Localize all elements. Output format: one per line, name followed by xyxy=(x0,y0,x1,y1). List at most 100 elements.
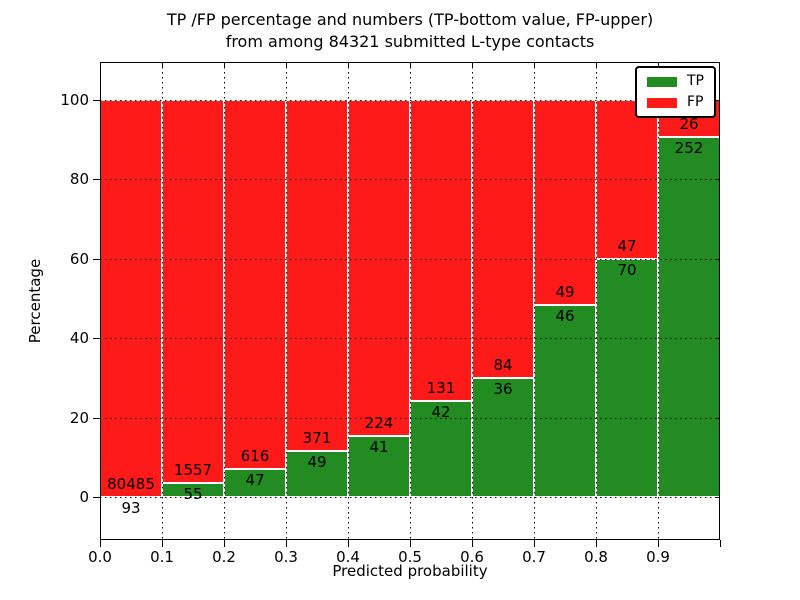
y-tick-label: 20 xyxy=(69,408,89,427)
legend-label-tp: TP xyxy=(687,73,704,89)
y-axis-tick-inner xyxy=(715,417,720,419)
y-axis-tick-inner xyxy=(715,100,720,101)
x-axis-tick xyxy=(472,540,473,547)
bar-segment-tp xyxy=(596,259,658,497)
legend-label-fp: FP xyxy=(687,94,704,110)
tp-count-label: 93 xyxy=(121,498,141,517)
vertical-gridline xyxy=(596,62,597,540)
x-tick-label: 0.3 xyxy=(274,548,298,566)
y-axis-label: Percentage xyxy=(26,258,44,344)
vertical-gridline xyxy=(534,62,535,540)
bar-segment-tp xyxy=(658,137,720,497)
tp-count-label: 70 xyxy=(617,261,637,280)
x-tick-label: 0.6 xyxy=(460,548,484,566)
tp-count-label: 41 xyxy=(369,437,389,456)
bar-segment-fp xyxy=(162,100,224,484)
tp-count-label: 55 xyxy=(183,485,203,504)
x-axis-tick-inner xyxy=(658,62,659,67)
bar-segment-tp xyxy=(410,400,472,497)
x-axis-tick xyxy=(534,540,535,547)
fp-count-label: 84 xyxy=(493,355,513,374)
fp-count-label: 616 xyxy=(240,446,270,465)
fp-count-label: 49 xyxy=(555,282,575,301)
x-tick-label: 0.5 xyxy=(398,548,422,566)
y-tick-label: 80 xyxy=(69,170,89,189)
legend-item-tp: TP xyxy=(647,74,704,89)
tp-count-label: 46 xyxy=(555,306,575,325)
x-axis-tick xyxy=(286,540,287,547)
y-axis-tick-inner xyxy=(715,497,720,498)
y-tick-label: 60 xyxy=(69,249,89,268)
x-axis-tick-inner xyxy=(224,62,225,67)
x-tick-label: 0.4 xyxy=(336,548,360,566)
vertical-gridline xyxy=(286,62,287,540)
y-axis-tick-inner xyxy=(715,338,720,340)
bar-segment-tp xyxy=(224,468,286,497)
legend-item-fp: FP xyxy=(647,95,704,110)
bar-segment-fp xyxy=(348,100,410,436)
x-axis-tick-inner xyxy=(410,62,411,67)
tp-count-label: 36 xyxy=(493,379,513,398)
tp-count-label: 47 xyxy=(245,470,265,489)
tp-count-label: 252 xyxy=(674,139,704,158)
x-tick-label: 0.0 xyxy=(88,548,112,566)
x-tick-label: 0.8 xyxy=(584,548,608,566)
x-axis-tick-inner xyxy=(596,62,597,67)
y-axis-tick xyxy=(93,179,100,181)
x-axis-tick-inner xyxy=(534,62,535,67)
x-axis-tick-inner xyxy=(348,62,349,67)
x-axis-tick xyxy=(410,540,411,547)
x-tick-label: 0.7 xyxy=(522,548,546,566)
x-axis-tick xyxy=(348,540,349,547)
x-axis-tick-inner xyxy=(472,62,473,67)
fp-count-label: 224 xyxy=(364,413,394,432)
bar-segment-tp xyxy=(472,377,534,497)
chart-title-line2: from among 84321 submitted L-type contac… xyxy=(225,32,595,51)
bar-segment-fp xyxy=(472,100,534,378)
x-axis-tick xyxy=(720,540,721,547)
y-axis-tick xyxy=(93,497,100,498)
fp-count-label: 371 xyxy=(302,428,332,447)
chart-title-line1: TP /FP percentage and numbers (TP-bottom… xyxy=(166,10,654,29)
x-axis-tick-inner xyxy=(162,62,163,67)
fp-color-swatch xyxy=(647,97,677,108)
x-tick-label: 0.1 xyxy=(150,548,174,566)
vertical-gridline xyxy=(224,62,225,540)
x-tick-label: 0.2 xyxy=(212,548,236,566)
x-axis-tick xyxy=(224,540,225,547)
legend-box: TP FP xyxy=(635,66,716,118)
fp-count-label: 80485 xyxy=(107,474,155,493)
y-tick-label: 0 xyxy=(79,488,89,506)
vertical-gridline xyxy=(658,62,659,540)
x-axis-tick xyxy=(658,540,659,547)
bar-segment-tp xyxy=(534,304,596,497)
y-axis-tick xyxy=(93,338,100,340)
y-axis-tick-inner xyxy=(715,258,720,260)
y-axis-tick xyxy=(93,258,100,260)
tp-count-label: 49 xyxy=(307,452,327,471)
bar-segment-fp xyxy=(286,100,348,451)
vertical-gridline xyxy=(472,62,473,540)
x-axis-tick-inner xyxy=(286,62,287,67)
y-axis-tick xyxy=(93,417,100,419)
vertical-gridline xyxy=(348,62,349,540)
tp-color-swatch xyxy=(647,76,677,87)
y-tick-label: 40 xyxy=(69,329,89,348)
bar-segment-fp xyxy=(100,100,162,497)
vertical-gridline xyxy=(410,62,411,540)
y-axis-tick-inner xyxy=(715,179,720,181)
fp-count-label: 26 xyxy=(679,115,699,134)
x-axis-label: Predicted probability xyxy=(332,562,488,580)
bar-segment-fp xyxy=(410,100,472,401)
vertical-gridline xyxy=(162,62,163,540)
y-axis-tick xyxy=(93,100,100,101)
y-tick-label: 100 xyxy=(60,91,89,109)
bar-segment-fp xyxy=(534,100,596,305)
x-axis-tick xyxy=(596,540,597,547)
x-axis-tick xyxy=(162,540,163,547)
fp-count-label: 131 xyxy=(426,378,456,397)
x-tick-label: 0.9 xyxy=(646,548,670,566)
plot-area: 80485 93 1557 55 616 47 371 49 224 41 131 42 84 36 49 4… xyxy=(100,62,720,540)
bar-segment-tp xyxy=(286,450,348,497)
